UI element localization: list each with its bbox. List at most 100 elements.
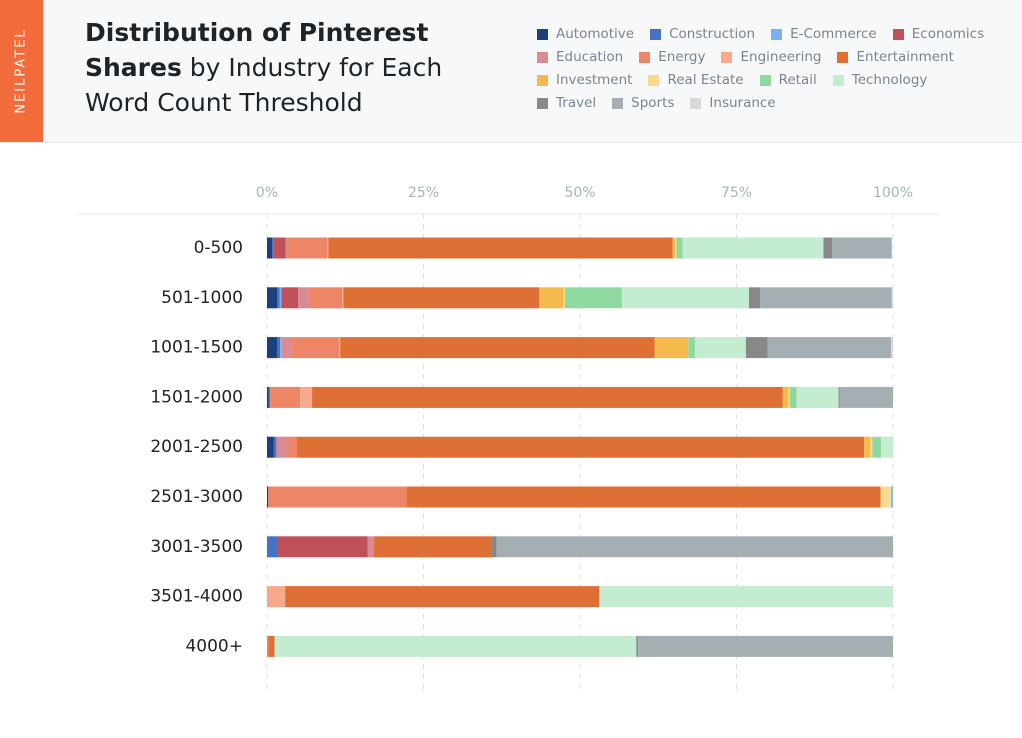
bar-segment — [636, 635, 639, 657]
bar-segment — [267, 536, 278, 558]
x-tick-label: 50% — [564, 185, 595, 201]
legend-item: Economics — [892, 25, 985, 43]
legend-item: Automotive — [537, 25, 634, 43]
bar-segment — [291, 337, 339, 359]
bar-segment — [881, 436, 893, 458]
bar-segment — [832, 237, 892, 259]
bar-segment — [267, 386, 269, 408]
bar-segment — [864, 436, 871, 458]
legend-swatch — [759, 74, 771, 86]
bar-segment — [782, 386, 789, 408]
legend-item: E-Commerce — [771, 25, 877, 43]
x-tick-label: 100% — [873, 185, 913, 201]
bar-segment — [328, 237, 673, 259]
bar-segment — [300, 386, 313, 408]
bar-segment — [309, 287, 343, 309]
bar-segment — [564, 287, 622, 309]
bar-segment — [638, 635, 893, 657]
title-bold: Distribution of Pinterest Shares — [85, 18, 429, 82]
bar-segment — [891, 337, 893, 359]
bar-segment — [270, 386, 301, 408]
bar-segment — [312, 386, 783, 408]
bar-segment — [277, 337, 281, 359]
legend-swatch — [648, 74, 660, 86]
bar-segment — [287, 436, 298, 458]
legend-item: Technology — [832, 71, 927, 89]
bar-segment — [267, 436, 274, 458]
legend-item: Insurance — [690, 94, 776, 112]
bar-segment — [277, 536, 368, 558]
x-tick-label: 25% — [408, 185, 439, 201]
bar-segment — [823, 237, 833, 259]
legend-label: E-Commerce — [790, 26, 877, 42]
bar-segment — [268, 635, 275, 657]
bar-segment — [760, 287, 892, 309]
legend-item: Energy — [639, 48, 705, 66]
y-tick-label: 501-1000 — [161, 288, 243, 308]
bar-segment — [599, 586, 893, 608]
x-tick-label: 75% — [721, 185, 752, 201]
bar-segment — [338, 337, 341, 359]
legend-label: Construction — [669, 26, 756, 42]
title-regular: by Industry for Each Word Count Threshol… — [85, 53, 443, 117]
y-tick-label: 1001-1500 — [150, 338, 243, 358]
bar-segment — [749, 287, 761, 309]
legend-item: Real Estate — [648, 71, 744, 89]
y-tick-label: 1501-2000 — [150, 387, 243, 407]
bar-segment — [688, 337, 696, 359]
bar-segment — [274, 635, 637, 657]
bar-segment — [273, 237, 286, 259]
bar-segment — [279, 287, 282, 309]
legend-item: Investment — [537, 71, 632, 89]
legend-swatch — [537, 97, 548, 109]
brand-strip: NEILPATEL — [0, 0, 43, 142]
bar-segment — [285, 237, 288, 259]
bar-segment — [496, 536, 893, 558]
legend-item: Travel — [537, 94, 596, 112]
legend-swatch — [721, 51, 733, 63]
legend-label: Retail — [778, 72, 817, 88]
bar-segment — [889, 486, 892, 508]
bar-segment — [367, 536, 375, 558]
bar-segment — [267, 635, 269, 657]
bar-segment — [654, 337, 689, 359]
legend-item: Education — [537, 48, 623, 66]
legend-label: Economics — [911, 26, 985, 42]
bar-segment — [767, 337, 892, 359]
bar-segment — [872, 436, 882, 458]
legend-label: Engineering — [740, 49, 822, 65]
bar-segment — [285, 586, 600, 608]
y-tick-label: 2501-3000 — [150, 487, 243, 507]
y-tick-label: 0-500 — [194, 238, 243, 258]
bar-segment — [880, 486, 890, 508]
legend-label: Investment — [556, 72, 633, 88]
bar-segment — [327, 237, 329, 259]
y-tick-label: 2001-2500 — [150, 437, 243, 457]
legend-label: Travel — [556, 95, 597, 111]
bar-segment — [280, 337, 282, 359]
bar-segment — [298, 287, 310, 309]
bar-segment — [268, 486, 407, 508]
legend-item: Engineering — [721, 48, 821, 66]
legend-swatch — [690, 97, 702, 109]
bar-segment — [675, 237, 677, 259]
bar-segment — [789, 386, 797, 408]
bar-segment — [297, 436, 865, 458]
x-tick-label: 0% — [256, 185, 278, 201]
bar-segment — [838, 386, 840, 408]
bar-segment — [287, 237, 328, 259]
legend-label: Insurance — [709, 95, 776, 111]
bar-segment — [745, 337, 768, 359]
bar-segment — [563, 287, 565, 309]
legend-item: Construction — [650, 25, 755, 43]
bar-segment — [374, 536, 492, 558]
bar-segment — [682, 237, 824, 259]
bar-segment — [277, 287, 280, 309]
header — [0, 0, 1022, 143]
bar-segment — [406, 486, 881, 508]
bar-segment — [272, 237, 274, 259]
bar-segment — [267, 586, 286, 608]
legend-swatch — [537, 74, 548, 86]
